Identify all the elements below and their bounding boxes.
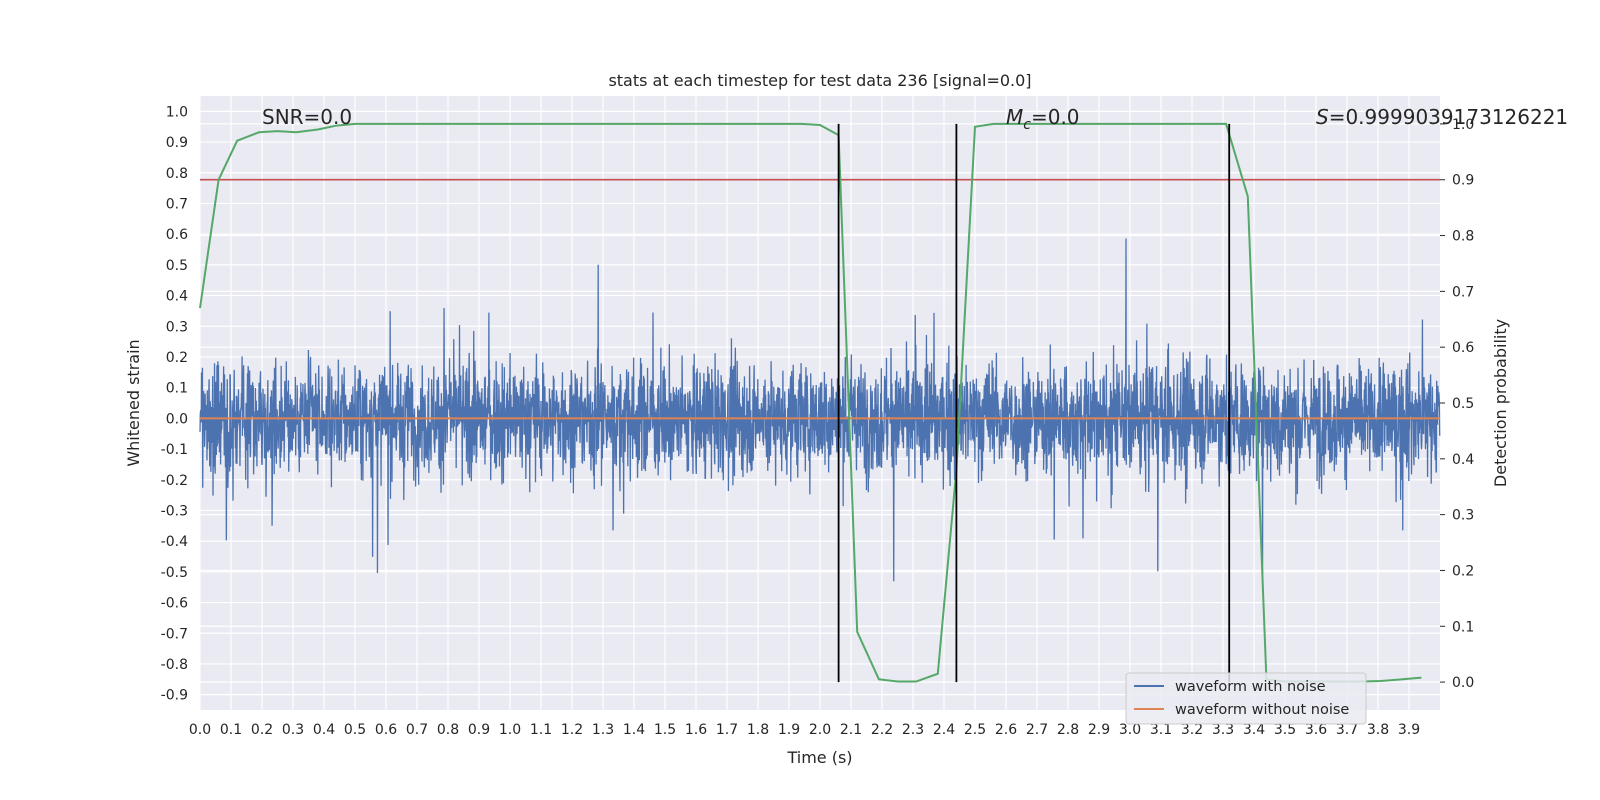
y-tick-label: -0.1 [161, 442, 188, 458]
x-tick-labels: 0.0 0.1 0.2 0.3 0.4 0.5 0.6 0.7 0.8 0.9 1.0 1.1 1.2 1… [189, 722, 1420, 738]
x-tick-label: 3.8 [1367, 722, 1389, 738]
x-tick-label: 3.1 [1150, 722, 1172, 738]
y-right-tick-label: 0.2 [1452, 563, 1474, 579]
x-tick-label: 2.6 [995, 722, 1017, 738]
y-tick-label: 0.1 [166, 381, 188, 397]
y-right-tick-label: 0.0 [1452, 675, 1474, 691]
x-tick-label: 2.0 [809, 722, 831, 738]
y-grid [200, 110, 1440, 696]
y-right-tick-label: 0.4 [1452, 452, 1474, 468]
x-tick-label: 3.6 [1305, 722, 1327, 738]
x-tick-label: 3.2 [1181, 722, 1203, 738]
y-tick-label: -0.2 [161, 473, 188, 489]
x-tick-label: 0.5 [344, 722, 366, 738]
x-tick-label: 1.7 [716, 722, 738, 738]
x-tick-label: 0.9 [468, 722, 490, 738]
x-tick-label: 1.0 [499, 722, 521, 738]
y-tick-label: 0.4 [166, 289, 188, 305]
x-tick-label: 0.7 [406, 722, 428, 738]
y-tick-label: 0.0 [166, 411, 188, 427]
annotation-snr: SNR=0.0 [262, 105, 352, 129]
x-tick-label: 0.2 [251, 722, 273, 738]
event-vlines [837, 123, 1231, 683]
y-right-axis-label: Detection probability [1491, 319, 1510, 487]
y-right-tick-label: 0.5 [1452, 396, 1474, 412]
x-tick-label: 1.3 [592, 722, 614, 738]
x-tick-label: 0.1 [220, 722, 242, 738]
x-tick-label: 2.7 [1026, 722, 1048, 738]
y-right-tick-label: 0.3 [1452, 508, 1474, 524]
x-axis-label: Time (s) [786, 748, 852, 767]
series-detection-probability [199, 122, 1422, 683]
x-tick-label: 3.9 [1398, 722, 1420, 738]
y-right-tick-label: 0.6 [1452, 340, 1474, 356]
legend-label-noise: waveform with noise [1175, 679, 1326, 695]
y-right-tick-label: 0.7 [1452, 284, 1474, 300]
y-tick-label: 0.5 [166, 258, 188, 274]
x-tick-label: 1.2 [561, 722, 583, 738]
x-tick-label: 0.8 [437, 722, 459, 738]
x-tick-label: 2.1 [840, 722, 862, 738]
x-tick-label: 3.0 [1119, 722, 1141, 738]
legend-box [1125, 672, 1367, 725]
x-tick-label: 2.5 [964, 722, 986, 738]
y-right-tick-label: 0.9 [1452, 173, 1474, 189]
x-tick-label: 1.4 [623, 722, 645, 738]
x-tick-label: 0.4 [313, 722, 335, 738]
y-tick-label: -0.5 [161, 565, 188, 581]
y-tick-label: -0.9 [161, 688, 188, 704]
x-tick-label: 3.5 [1274, 722, 1296, 738]
x-tick-label: 1.6 [685, 722, 707, 738]
y-tick-label: 0.8 [166, 166, 188, 182]
y-right-tick-labels: 1.0 0.9 0.8 0.7 0.6 0.5 0.4 0.3 0.2 0.1 0.0 [1452, 117, 1474, 691]
y-tick-label: -0.3 [161, 503, 188, 519]
x-tick-label: 2.8 [1057, 722, 1079, 738]
x-tick-label: 2.3 [902, 722, 924, 738]
x-tick-label: 1.1 [530, 722, 552, 738]
y-tick-label: -0.8 [161, 657, 188, 673]
x-tick-label: 0.0 [189, 722, 211, 738]
x-tick-label: 0.6 [375, 722, 397, 738]
y-tick-label: -0.6 [161, 596, 188, 612]
x-tick-label: 3.4 [1243, 722, 1265, 738]
legend: waveform with noise waveform without noi… [1125, 672, 1367, 725]
legend-label-clean: waveform without noise [1175, 702, 1349, 718]
y-tick-label: 1.0 [166, 104, 188, 120]
x-tick-label: 2.2 [871, 722, 893, 738]
y-tick-label: -0.4 [161, 534, 188, 550]
series-waveform-with-noise [199, 238, 1441, 582]
x-tick-label: 2.9 [1088, 722, 1110, 738]
y-right-tick-label: 0.8 [1452, 229, 1474, 245]
x-tick-label: 3.3 [1212, 722, 1234, 738]
x-tick-label: 0.3 [282, 722, 304, 738]
x-tick-label: 1.5 [654, 722, 676, 738]
y-tick-label: 0.3 [166, 319, 188, 335]
y-tick-labels: 1.0 0.9 0.8 0.7 0.6 0.5 0.4 0.3 0.2 0.1 0.0 -0.1 -0.… [161, 104, 188, 703]
y-tick-label: 0.6 [166, 227, 188, 243]
y-tick-label: 0.2 [166, 350, 188, 366]
y-tick-label: 0.9 [166, 135, 188, 151]
y-right-tick-label: 0.1 [1452, 619, 1474, 635]
annotation-s: S=0.9999039173126221 [1316, 105, 1568, 129]
x-tick-label: 1.8 [747, 722, 769, 738]
y-tick-label: 0.7 [166, 196, 188, 212]
chart-title: stats at each timestep for test data 236… [608, 71, 1031, 90]
x-tick-label: 1.9 [778, 722, 800, 738]
y-tick-label: -0.7 [161, 626, 188, 642]
y-right-tick-label: 1.0 [1452, 117, 1474, 133]
x-tick-label: 3.7 [1336, 722, 1358, 738]
y-axis-label: Whitened strain [124, 339, 143, 466]
x-tick-label: 2.4 [933, 722, 955, 738]
annotation-chirp-mass: Mc=0.0 [1006, 105, 1080, 133]
